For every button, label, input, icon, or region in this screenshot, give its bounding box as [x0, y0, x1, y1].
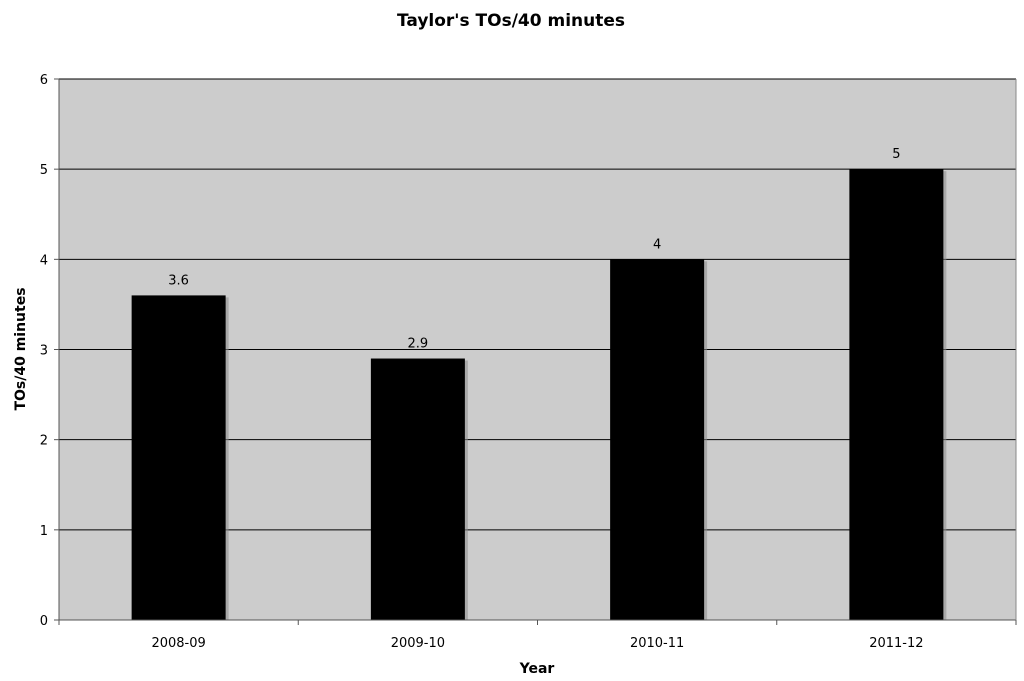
y-tick-label-4: 4: [40, 253, 48, 268]
x-tick-label-2009-10: 2009-10: [391, 636, 445, 651]
y-tick-label-2: 2: [40, 434, 48, 449]
y-tick-label-5: 5: [40, 163, 48, 178]
x-tick-label-2010-11: 2010-11: [630, 636, 684, 651]
data-label-2008-09: 3.6: [168, 273, 189, 288]
y-tick-label-3: 3: [40, 344, 48, 359]
y-tick-label-0: 0: [40, 614, 48, 629]
data-label-2009-10: 2.9: [408, 337, 429, 352]
x-axis-title: Year: [519, 661, 555, 677]
y-axis-title: TOs/40 minutes: [13, 287, 29, 410]
plot-area: 3.6 2.9 4 5 0 1 2 3 4 5 6 2008-09 2009-10 2010-11 2011…: [40, 73, 1017, 651]
bar-2011-12: [849, 169, 944, 620]
bar-2009-10: [370, 358, 465, 620]
data-label-2011-12: 5: [892, 147, 900, 162]
bar-2010-11: [610, 259, 705, 620]
x-tick-label-2011-12: 2011-12: [869, 636, 923, 651]
data-label-2010-11: 4: [653, 237, 661, 252]
bar-2008-09: [131, 295, 226, 620]
y-tick-label-6: 6: [40, 73, 48, 88]
y-tick-label-1: 1: [40, 524, 48, 539]
chart-title: Taylor's TOs/40 minutes: [397, 11, 625, 31]
x-tick-label-2008-09: 2008-09: [151, 636, 205, 651]
